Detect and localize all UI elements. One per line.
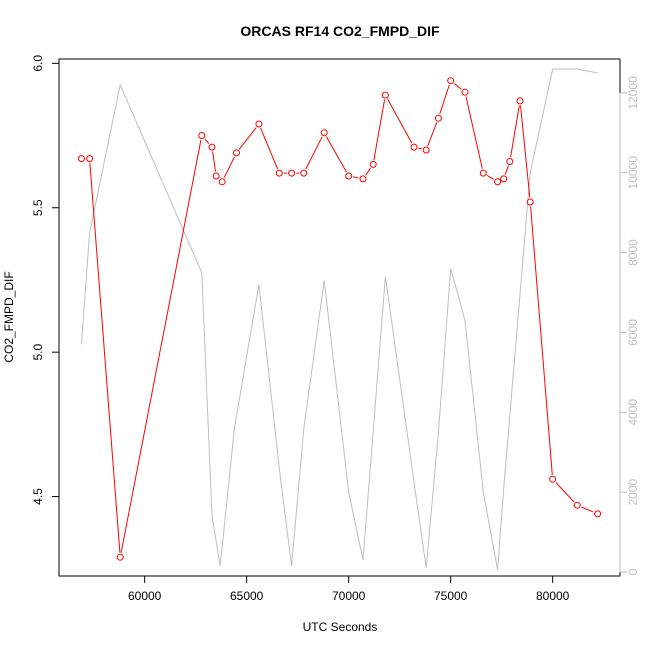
primary-series-segment <box>439 84 450 115</box>
data-point <box>275 169 283 177</box>
primary-series-segment <box>373 99 386 161</box>
y-axis-label: CO2_FMPD_DIF <box>2 271 16 362</box>
primary-series-segment <box>453 83 462 90</box>
secondary-y-tick-label: 10000 <box>626 156 640 190</box>
secondary-y-tick-label: 6000 <box>626 319 640 346</box>
y-tick-label: 5.0 <box>31 343 45 360</box>
primary-series-segment <box>418 147 422 150</box>
secondary-y-tick-label: 2000 <box>626 478 640 505</box>
secondary-y-axis: 0 2000 4000 6000 8000 10000 12000 <box>619 76 640 575</box>
y-tick-label: 5.5 <box>31 199 45 216</box>
secondary-y-tick-label: 4000 <box>626 399 640 426</box>
data-point <box>549 475 557 483</box>
data-point <box>500 175 508 183</box>
chart-title: ORCAS RF14 CO2_FMPD_DIF <box>240 23 440 39</box>
primary-series-segment <box>520 105 531 198</box>
primary-series-segment <box>486 174 495 180</box>
data-point <box>494 178 502 186</box>
primary-series-segment <box>555 482 575 503</box>
primary-series-segment <box>120 139 202 553</box>
secondary-y-tick-label: 0 <box>626 568 640 575</box>
data-point <box>212 172 220 180</box>
data-point <box>320 129 328 137</box>
secondary-y-tick-label: 8000 <box>626 239 640 266</box>
x-tick-label: 80000 <box>536 589 570 603</box>
primary-series-segment <box>427 122 438 146</box>
x-axis-label: UTC Seconds <box>303 620 378 634</box>
primary-series-segment <box>504 165 509 175</box>
data-point <box>434 114 442 122</box>
primary-series-segment <box>387 98 413 144</box>
data-point <box>255 120 263 128</box>
data-point <box>288 169 296 177</box>
primary-series-segment <box>353 176 359 179</box>
data-point <box>198 132 206 139</box>
secondary-y-tick-label: 12000 <box>626 76 640 110</box>
primary-series-segment <box>260 127 279 170</box>
primary-series-segment <box>223 156 235 178</box>
data-point <box>573 501 581 509</box>
primary-series-segment <box>581 506 594 513</box>
y-tick-label: 6.0 <box>31 55 45 72</box>
data-point <box>410 143 418 151</box>
data-point <box>594 510 602 518</box>
x-tick-label: 75000 <box>434 589 468 603</box>
data-point <box>218 178 226 186</box>
data-point <box>526 198 534 206</box>
data-point <box>116 553 124 561</box>
primary-series-segment <box>325 136 347 173</box>
data-point <box>300 169 308 177</box>
data-point <box>447 77 455 85</box>
data-point <box>381 91 389 99</box>
data-point <box>233 149 240 157</box>
secondary-series-line <box>80 68 598 571</box>
primary-series-segment <box>465 96 483 169</box>
primary-series-segment <box>510 105 520 158</box>
primary-series-segment <box>238 127 257 150</box>
data-point <box>77 155 85 163</box>
primary-series-segment <box>212 151 216 172</box>
primary-series-segment <box>305 136 323 170</box>
primary-series-segment <box>89 163 121 553</box>
data-point <box>422 146 430 154</box>
primary-series-segment <box>365 167 372 176</box>
data-point <box>461 88 469 96</box>
y-tick-label: 4.5 <box>31 488 45 505</box>
x-tick-label: 60000 <box>128 589 162 603</box>
data-point <box>359 175 367 183</box>
data-point <box>369 160 377 168</box>
y-axis: 4.5 5.0 5.5 6.0 <box>31 55 59 505</box>
x-tick-label: 70000 <box>332 589 366 603</box>
x-axis: 60000 65000 70000 75000 80000 <box>128 576 570 603</box>
series-layer <box>77 68 602 571</box>
x-tick-label: 65000 <box>230 589 264 603</box>
data-point <box>479 169 487 177</box>
data-point <box>506 158 514 165</box>
data-point <box>345 172 353 180</box>
data-point <box>208 143 216 151</box>
data-point <box>516 97 524 105</box>
primary-series-segment <box>204 138 210 145</box>
primary-series-segment <box>530 206 553 475</box>
data-point <box>86 155 94 163</box>
